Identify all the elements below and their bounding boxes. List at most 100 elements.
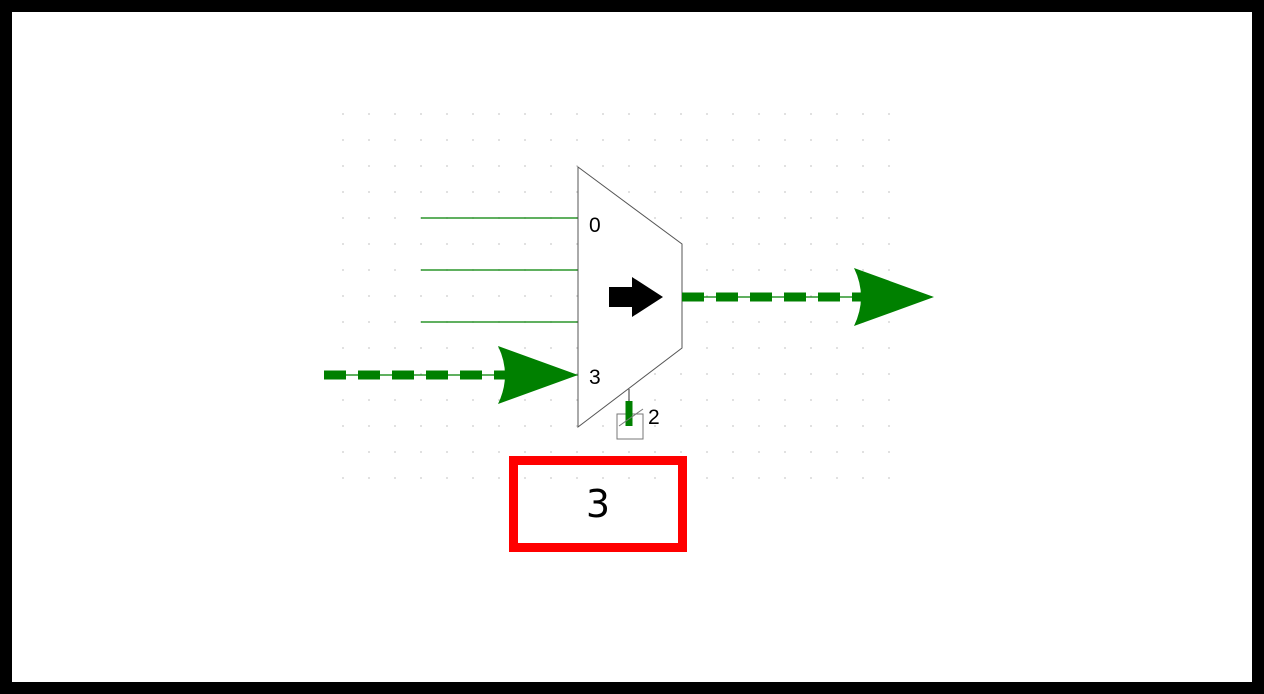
grid-dot [368,191,370,193]
grid-dot [680,217,682,219]
grid-dot [862,217,864,219]
grid-dot [394,191,396,193]
grid-dot [420,425,422,427]
grid-dot [784,477,786,479]
grid-dot [524,243,526,245]
grid-dot [758,321,760,323]
grid-dot [446,347,448,349]
grid-dot [888,451,890,453]
grid-dot [758,269,760,271]
grid-dot [342,451,344,453]
input-label-3: 3 [589,366,601,389]
grid-dot [342,165,344,167]
grid-dot [810,347,812,349]
grid-dot [446,451,448,453]
grid-dot [862,139,864,141]
grid-dot [498,399,500,401]
grid-dot [836,113,838,115]
grid-dot [446,165,448,167]
grid-dot [446,295,448,297]
grid-dot [602,139,604,141]
grid-dot [888,139,890,141]
grid-dot [342,243,344,245]
grid-dot [862,347,864,349]
grid-dot [472,243,474,245]
grid-dot [758,399,760,401]
grid-dot [784,399,786,401]
right-arrow-icon [609,277,663,317]
grid-dot [342,399,344,401]
grid-dot [732,139,734,141]
grid-dot [342,217,344,219]
grid-dot [706,347,708,349]
grid-dot [680,191,682,193]
grid-dot [342,347,344,349]
grid-dot [368,425,370,427]
grid-dot [784,165,786,167]
grid-dot [706,425,708,427]
grid-dot [732,321,734,323]
grid-dot [810,269,812,271]
grid-dot [836,217,838,219]
grid-dot [628,113,630,115]
grid-dot [706,451,708,453]
grid-dot [628,191,630,193]
grid-dot [706,269,708,271]
grid-dot [524,191,526,193]
grid-dot [368,113,370,115]
grid-dot [394,321,396,323]
input-label-0: 0 [589,214,601,237]
grid-dot [550,425,552,427]
grid-dot [524,347,526,349]
grid-dot [368,139,370,141]
grid-dot [368,347,370,349]
grid-dot [550,399,552,401]
grid-dot [420,399,422,401]
grid-dot [654,451,656,453]
grid-dot [758,425,760,427]
grid-dot [732,113,734,115]
grid-dot [498,451,500,453]
grid-dot [680,425,682,427]
grid-dot [550,191,552,193]
grid-dot [550,295,552,297]
grid-dot [888,347,890,349]
green-arrow-icon [498,346,578,404]
grid-dot [550,451,552,453]
grid-dot [368,451,370,453]
grid-dot [420,165,422,167]
grid-dot [498,425,500,427]
grid-dot [628,139,630,141]
grid-dot [862,165,864,167]
grid-dot [706,217,708,219]
grid-dot [758,373,760,375]
grid-dot [628,477,630,479]
grid-dot [602,425,604,427]
grid-dot [628,165,630,167]
grid-dot [576,139,578,141]
grid-dot [550,139,552,141]
grid-dot [680,451,682,453]
grid-dot [576,295,578,297]
grid-dot [888,165,890,167]
grid-dot [836,321,838,323]
grid-dot [862,243,864,245]
grid-dot [706,243,708,245]
grid-dot [654,217,656,219]
grid-dot [836,191,838,193]
grid-dot [810,165,812,167]
grid-dot [888,217,890,219]
grid-dot [394,165,396,167]
grid-dot [784,139,786,141]
grid-dot [394,477,396,479]
grid-dot [498,113,500,115]
grid-dot [810,191,812,193]
grid-dot [550,165,552,167]
grid-dot [862,191,864,193]
grid-dot [602,113,604,115]
grid-dot [706,399,708,401]
grid-dot [810,321,812,323]
grid-dot [732,373,734,375]
grid-dot [758,113,760,115]
